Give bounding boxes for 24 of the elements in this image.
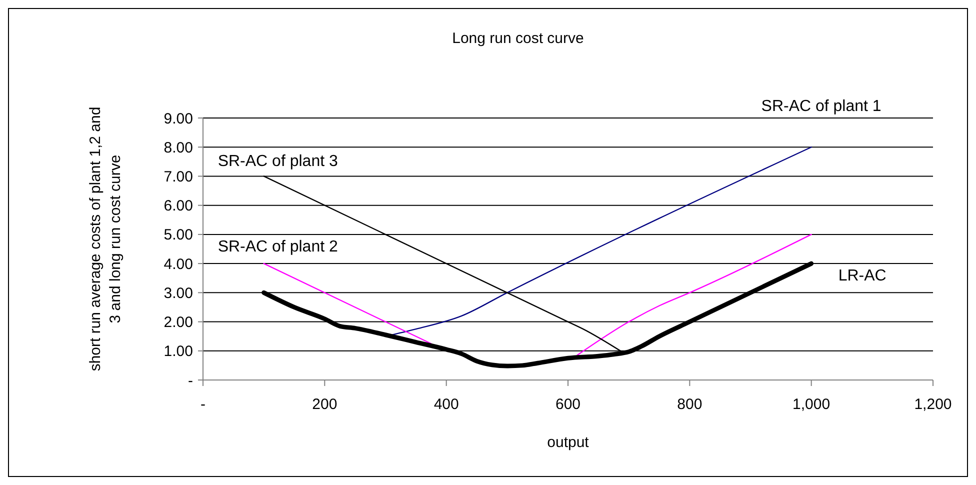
y-tick-label: 1.00 [164, 343, 193, 360]
y-tick-label: 5.00 [164, 226, 193, 244]
x-tick-label: 1,000 [792, 396, 830, 413]
y-tick-label: 4.00 [164, 256, 193, 273]
y-axis-title: short run average costs of plant 1,2 and 3 and long run cost curve [86, 106, 125, 374]
y-tick-label: 8.00 [164, 139, 193, 156]
x-axis-title: output [547, 434, 590, 451]
x-tick-label: 400 [434, 396, 459, 413]
series-label: SR-AC of plant 3 [218, 153, 338, 170]
series-label: SR-AC of plant 2 [218, 238, 338, 256]
x-tick-label: 800 [677, 396, 702, 413]
y-tick-label: 6.00 [164, 198, 193, 215]
x-tick-label: 1,200 [914, 396, 952, 413]
y-tick-label: - [188, 372, 193, 390]
x-tick-label: 200 [312, 396, 338, 413]
x-tick-label: - [200, 396, 206, 413]
x-tick-label: 600 [555, 396, 581, 413]
y-tick-label: 3.00 [164, 284, 193, 302]
chart-title: Long run cost curve [452, 30, 584, 47]
y-tick-label: 7.00 [164, 168, 193, 186]
y-tick-label: 9.00 [164, 110, 193, 128]
y-tick-label: 2.00 [164, 314, 193, 332]
series-label: LR-AC [838, 268, 886, 285]
text: SR-AC of plant 1 [761, 98, 882, 116]
